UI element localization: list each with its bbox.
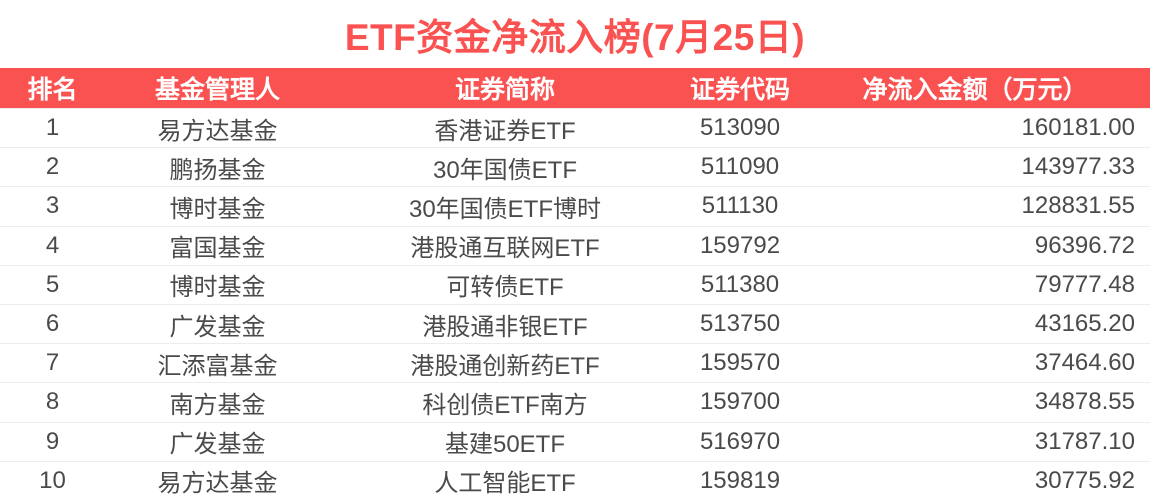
etf-name-cell: 科创债ETF南方: [422, 391, 588, 419]
manager-cell: 南方基金: [169, 391, 266, 419]
etf-name-cell: 港股通非银ETF: [422, 313, 588, 341]
table-row: 9 广发基金 基建50ETF 516970 31787.10: [0, 421, 1150, 461]
code-cell: 516970: [699, 427, 781, 455]
amount-cell: 30775.92: [1034, 466, 1135, 494]
manager-cell: 汇添富基金: [157, 352, 278, 380]
amount-cell: 37464.60: [1034, 349, 1135, 377]
column-header-code: 证券代码: [689, 76, 790, 104]
page-title: ETF资金净流入榜(7月25日): [344, 17, 806, 58]
amount-cell: 34878.55: [1034, 388, 1135, 416]
rank-cell: 2: [45, 153, 60, 181]
column-header-manager: 基金管理人: [154, 76, 280, 104]
amount-cell: 79777.48: [1034, 270, 1135, 298]
rank-cell: 3: [45, 192, 60, 220]
table-row: 7 汇添富基金 港股通创新药ETF 159570 37464.60: [0, 343, 1150, 382]
code-cell: 513090: [699, 114, 781, 142]
rank-cell: 8: [45, 388, 60, 416]
rank-cell: 4: [45, 231, 60, 259]
etf-name-cell: 30年国债ETF博时: [408, 195, 602, 223]
rank-cell: 1: [45, 114, 60, 142]
amount-cell: 143977.33: [1021, 153, 1135, 181]
etf-name-cell: 香港证券ETF: [434, 117, 576, 145]
manager-cell: 鹏扬基金: [169, 156, 266, 184]
table-row: 8 南方基金 科创债ETF南方 159700 34878.55: [0, 382, 1150, 421]
etf-name-cell: 港股通创新药ETF: [410, 352, 600, 380]
code-cell: 511380: [700, 270, 780, 298]
manager-cell: 易方达基金: [157, 117, 278, 145]
amount-cell: 31787.10: [1034, 427, 1135, 455]
etf-name-cell: 30年国债ETF: [432, 156, 578, 184]
rank-cell: 5: [45, 270, 60, 298]
table-row: 4 富国基金 港股通互联网ETF 159792 96396.72: [0, 225, 1150, 265]
manager-cell: 易方达基金: [157, 470, 278, 498]
amount-cell: 43165.20: [1034, 310, 1135, 338]
etf-name-cell: 可转债ETF: [446, 274, 564, 302]
table-row: 1 易方达基金 香港证券ETF 513090 160181.00: [0, 108, 1150, 147]
fund-table: 排名 基金管理人 证券简称 证券代码 净流入金额（万元） 1 易方达基金 香港证…: [0, 68, 1150, 500]
code-cell: 159819: [699, 466, 781, 494]
code-cell: 159570: [699, 349, 781, 377]
manager-cell: 富国基金: [169, 235, 266, 263]
etf-name-cell: 港股通互联网ETF: [410, 235, 600, 263]
amount-cell: 128831.55: [1021, 192, 1135, 220]
table-row: 5 博时基金 可转债ETF 511380 79777.48: [0, 264, 1150, 304]
table-row: 6 广发基金 港股通非银ETF 513750 43165.20: [0, 303, 1150, 343]
amount-cell: 96396.72: [1034, 231, 1135, 259]
code-cell: 511130: [701, 192, 779, 220]
column-header-name: 证券简称: [454, 76, 555, 104]
rank-cell: 6: [45, 310, 60, 338]
rank-cell: 10: [39, 466, 66, 494]
table-header-row: 排名 基金管理人 证券简称 证券代码 净流入金额（万元）: [0, 68, 1150, 108]
column-header-amount: 净流入金额（万元）: [862, 76, 1088, 104]
manager-cell: 广发基金: [169, 313, 266, 341]
rank-cell: 9: [45, 427, 60, 455]
code-cell: 513750: [699, 310, 781, 338]
column-header-rank: 排名: [27, 76, 78, 104]
amount-cell: 160181.00: [1021, 114, 1135, 142]
code-cell: 511090: [700, 153, 780, 181]
table-row: 3 博时基金 30年国债ETF博时 511130 128831.55: [0, 186, 1150, 225]
rank-cell: 7: [45, 349, 60, 377]
manager-cell: 广发基金: [169, 431, 266, 459]
code-cell: 159792: [699, 231, 781, 259]
code-cell: 159700: [699, 388, 781, 416]
etf-name-cell: 基建50ETF: [444, 431, 566, 459]
table-row: 2 鹏扬基金 30年国债ETF 511090 143977.33: [0, 147, 1150, 186]
etf-name-cell: 人工智能ETF: [434, 470, 576, 498]
manager-cell: 博时基金: [169, 274, 266, 302]
manager-cell: 博时基金: [169, 195, 266, 223]
table-row: 10 易方达基金 人工智能ETF 159819 30775.92: [0, 460, 1150, 500]
